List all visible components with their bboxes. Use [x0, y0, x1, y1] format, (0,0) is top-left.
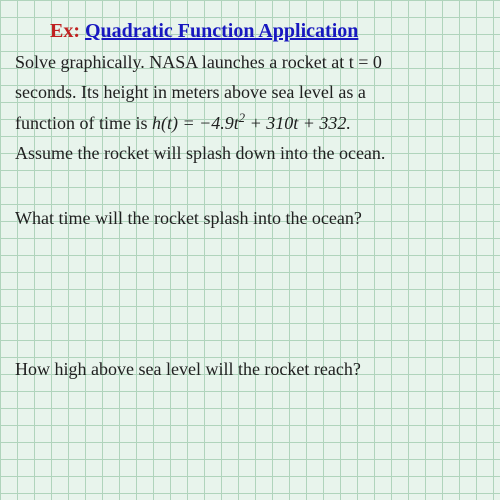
formula-rest: + 310t + 332. [245, 113, 351, 133]
content-area: Ex: Quadratic Function Application Solve… [0, 0, 500, 500]
problem-line-3: function of time is h(t) = −4.9t2 + 310t… [15, 109, 485, 136]
line3-prefix: function of time is [15, 113, 152, 133]
example-label: Ex: [50, 20, 80, 42]
title-main: Quadratic Function Application [85, 20, 358, 42]
formula-t1: (t) = −4.9 [161, 113, 234, 133]
question-1: What time will the rocket splash into th… [15, 208, 485, 229]
question-2: How high above sea level will the rocket… [15, 359, 485, 380]
highlight-marker: t2 [234, 109, 245, 136]
problem-line-1: Solve graphically. NASA launches a rocke… [15, 49, 485, 75]
formula-h: h [152, 113, 161, 133]
problem-line-2: seconds. Its height in meters above sea … [15, 79, 485, 105]
formula: h(t) = −4.9t2 + 310t + 332. [152, 113, 351, 133]
problem-line-4: Assume the rocket will splash down into … [15, 140, 485, 166]
title-line: Ex: Quadratic Function Application [50, 20, 485, 43]
graph-paper-background: Ex: Quadratic Function Application Solve… [0, 0, 500, 500]
formula-squared: 2 [239, 111, 245, 125]
